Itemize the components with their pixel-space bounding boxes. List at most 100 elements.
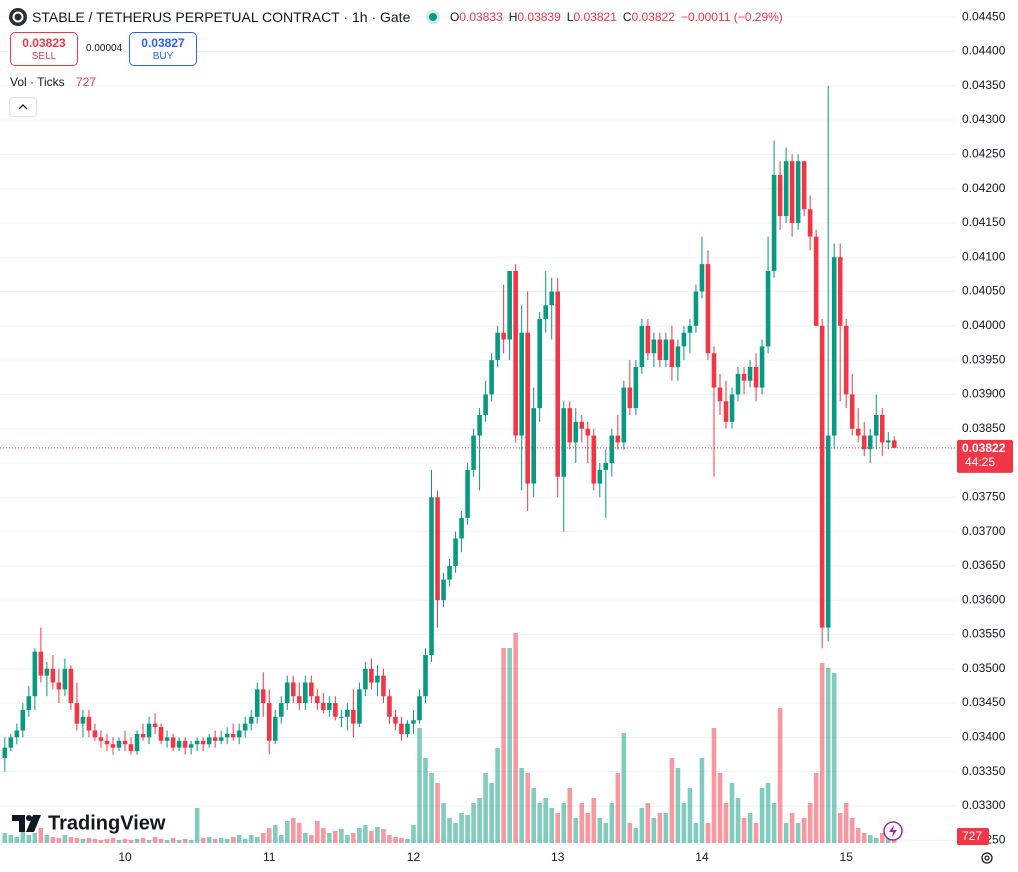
volume-bar bbox=[333, 831, 338, 843]
volume-bar bbox=[164, 840, 170, 843]
volume-bar bbox=[765, 783, 771, 843]
candle-body bbox=[447, 565, 452, 580]
candle-body bbox=[278, 703, 284, 717]
volume-bar bbox=[525, 773, 530, 843]
candle-body bbox=[14, 730, 20, 738]
y-tick-label: 0.03550 bbox=[962, 627, 1006, 641]
candle-body bbox=[891, 440, 897, 448]
y-tick-label: 0.03850 bbox=[962, 421, 1006, 435]
ohlc-value: 0.03822 bbox=[631, 10, 675, 24]
volume-bar bbox=[597, 818, 603, 843]
volume-bar bbox=[290, 818, 296, 843]
candle-body bbox=[681, 332, 687, 347]
logo-shape bbox=[26, 815, 41, 832]
volume-bar bbox=[621, 733, 627, 843]
ohlc-change: −0.00011 (−0.29%) bbox=[680, 10, 783, 24]
lightning-button[interactable] bbox=[883, 821, 903, 841]
volume-bar bbox=[627, 823, 633, 843]
sell-button[interactable]: 0.03823 SELL bbox=[10, 32, 78, 66]
y-tick-label: 0.03400 bbox=[962, 730, 1006, 744]
candle-body bbox=[146, 723, 152, 738]
candle-body bbox=[885, 440, 891, 443]
volume-bar bbox=[242, 839, 248, 843]
volume-bar bbox=[789, 813, 795, 843]
candle-body bbox=[639, 325, 645, 367]
candle-body bbox=[254, 689, 260, 717]
volume-bar bbox=[417, 728, 422, 843]
candle-body bbox=[315, 696, 320, 704]
lightning-icon[interactable] bbox=[889, 825, 897, 837]
volume-bar bbox=[411, 825, 416, 843]
candle-body bbox=[122, 740, 128, 745]
candle-body bbox=[56, 682, 62, 690]
volume-bar bbox=[62, 835, 68, 843]
volume-bar bbox=[609, 803, 615, 843]
gear-center[interactable] bbox=[984, 855, 990, 861]
candle-body bbox=[62, 668, 68, 690]
candle-body bbox=[110, 744, 116, 748]
candle-body bbox=[104, 740, 110, 745]
settings-button[interactable] bbox=[981, 852, 993, 864]
volume-bar bbox=[657, 813, 663, 843]
volume-bar bbox=[771, 803, 777, 843]
y-tick-label: 0.03500 bbox=[962, 661, 1006, 675]
candle-body bbox=[783, 161, 789, 217]
candle-body bbox=[363, 668, 368, 690]
buy-price[interactable]: 0.03827 bbox=[141, 36, 185, 50]
volume-bar bbox=[327, 833, 332, 843]
volume-bar bbox=[86, 838, 92, 843]
chevron[interactable] bbox=[18, 104, 28, 110]
candle-body bbox=[284, 682, 290, 704]
volume-bar bbox=[345, 835, 350, 843]
y-tick-label: 0.03700 bbox=[962, 524, 1006, 538]
candle-body bbox=[615, 435, 621, 443]
spread: 0.00004 bbox=[86, 43, 123, 54]
candle-body bbox=[303, 682, 308, 704]
buy-button[interactable]: 0.03827 BUY bbox=[129, 32, 197, 66]
volume-bar bbox=[591, 798, 597, 843]
volume-bar bbox=[735, 798, 741, 843]
candle-body bbox=[92, 730, 98, 738]
candle-body bbox=[170, 737, 176, 748]
x-tick-label: 12 bbox=[407, 850, 421, 864]
candle-body bbox=[549, 291, 555, 306]
ohlc-value: 0.03839 bbox=[517, 10, 561, 24]
candle-body bbox=[134, 733, 140, 752]
candle-body bbox=[495, 332, 500, 361]
volume-bar bbox=[182, 839, 188, 843]
candle-body bbox=[321, 703, 326, 710]
candle-body bbox=[260, 689, 266, 704]
candle-body bbox=[453, 538, 458, 566]
y-tick-label: 0.04200 bbox=[962, 181, 1006, 195]
volume-bar bbox=[837, 813, 843, 843]
indicator-value: 727 bbox=[76, 75, 97, 89]
volume-bar bbox=[699, 758, 705, 843]
candle-body bbox=[290, 682, 296, 697]
candle-body bbox=[657, 339, 663, 361]
collapse-button[interactable] bbox=[9, 97, 37, 117]
volume-bar bbox=[639, 808, 645, 843]
candle-body bbox=[831, 257, 837, 436]
volume-bar bbox=[615, 773, 621, 843]
volume-bar bbox=[645, 803, 651, 843]
candle-body bbox=[333, 703, 338, 717]
volume-bar bbox=[579, 803, 585, 843]
volume-bar bbox=[429, 773, 434, 843]
gear-ring[interactable] bbox=[981, 852, 993, 864]
volume-bar bbox=[453, 823, 458, 843]
y-tick-label: 0.03300 bbox=[962, 798, 1006, 812]
collapse-icon[interactable] bbox=[10, 98, 36, 116]
candle-body bbox=[543, 305, 549, 319]
volume-bar bbox=[260, 833, 266, 843]
candle-body bbox=[669, 339, 675, 367]
volume-bar bbox=[92, 839, 98, 843]
sell-label[interactable]: SELL bbox=[31, 51, 57, 62]
volume-bar bbox=[633, 828, 639, 843]
volume-bar bbox=[663, 813, 669, 843]
volume-bar bbox=[8, 835, 14, 843]
buy-label[interactable]: BUY bbox=[152, 51, 174, 62]
sell-price[interactable]: 0.03823 bbox=[22, 36, 66, 50]
volume-bar bbox=[879, 833, 885, 843]
volume-bar bbox=[218, 838, 224, 843]
candle-body bbox=[176, 740, 182, 748]
